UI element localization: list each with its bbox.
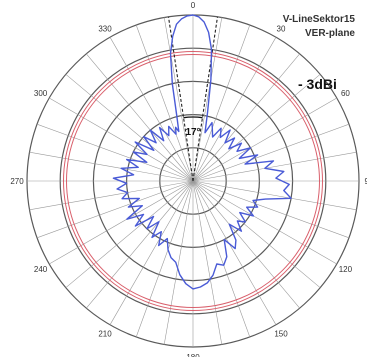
grid-spoke	[192, 37, 277, 182]
reference-ring-inner	[66, 54, 320, 308]
grid-spoke	[192, 24, 251, 182]
grid-spoke	[109, 37, 194, 182]
grid-spoke	[86, 180, 194, 309]
grid-spoke	[192, 123, 350, 182]
angle-tick-label: 300	[34, 89, 48, 98]
grid-spoke	[29, 180, 194, 211]
grid-spoke	[192, 17, 223, 182]
grid-spoke	[192, 180, 300, 309]
grid-spoke	[49, 180, 194, 265]
grid-spoke	[192, 180, 277, 325]
grid-spoke	[49, 97, 194, 182]
chart-title: V-LineSektor15	[282, 14, 355, 25]
beamwidth-line	[192, 16, 219, 182]
pattern-series	[112, 14, 292, 290]
angle-tick-label: 180	[186, 353, 200, 357]
grid-spoke	[36, 123, 194, 182]
grid-spoke	[192, 74, 321, 182]
grid-spoke	[135, 180, 194, 338]
beamwidth-arc	[183, 116, 203, 119]
grid-spoke	[192, 151, 357, 182]
angle-tick-label: 60	[341, 89, 350, 98]
angle-tick-label: 330	[98, 25, 112, 34]
angle-tick-label: 240	[34, 265, 48, 274]
grid-spoke	[192, 180, 357, 211]
grid-spoke	[86, 53, 194, 182]
grid-spoke	[29, 151, 194, 182]
grid-spoke	[192, 180, 321, 288]
angle-tick-label: 150	[274, 329, 288, 338]
gain-label: - 3dBi	[298, 76, 337, 92]
chart-subtitle: VER-plane	[304, 28, 355, 39]
grid-spoke	[163, 180, 194, 345]
grid-spoke	[65, 74, 194, 182]
grid-spoke	[109, 180, 194, 325]
beamwidth-line	[167, 16, 194, 182]
angle-tick-label: 0	[191, 1, 196, 10]
angle-tick-label: 30	[277, 25, 286, 34]
angle-tick-label: 210	[98, 329, 112, 338]
grid-spoke	[192, 97, 337, 182]
reference-ring	[63, 51, 323, 311]
beamwidth-label: 17°	[185, 127, 200, 138]
grid-spoke	[192, 180, 251, 338]
grid-spoke	[192, 180, 337, 265]
angle-tick-label: 90	[365, 177, 367, 186]
grid-spoke	[192, 53, 300, 182]
angle-tick-label: 120	[339, 265, 353, 274]
angle-tick-label: 270	[10, 177, 24, 186]
grid-spoke	[192, 180, 223, 345]
grid-spoke	[65, 180, 194, 288]
grid-spoke	[192, 180, 350, 239]
grid-spoke	[36, 180, 194, 239]
grid-spoke	[135, 24, 194, 182]
grid-spoke	[163, 17, 194, 182]
